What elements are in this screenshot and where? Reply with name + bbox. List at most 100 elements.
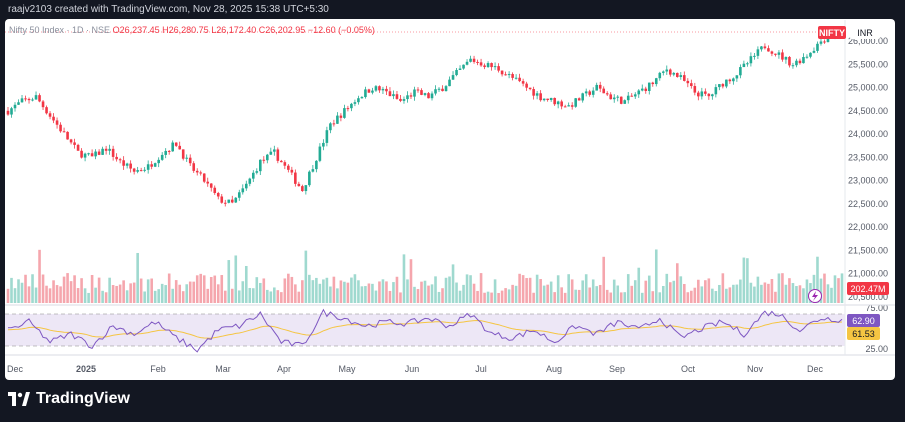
candle-body: [115, 156, 118, 160]
volume-bar: [251, 288, 255, 303]
candle-body: [591, 90, 595, 95]
volume-bar: [6, 288, 10, 303]
candle-body: [805, 56, 809, 58]
volume-bar: [346, 282, 350, 303]
candle-body: [574, 98, 577, 107]
price-tick-label: 24,000.00: [848, 129, 888, 139]
volume-bar: [122, 280, 125, 303]
volume-bar: [181, 291, 185, 303]
candle-body: [34, 95, 38, 100]
candle-body: [788, 56, 791, 66]
candle-body: [118, 159, 122, 161]
candle-body: [315, 160, 318, 170]
candle-body: [55, 120, 59, 125]
volume-bar: [483, 292, 486, 303]
volume-bar: [507, 289, 511, 303]
volume-bar: [816, 256, 819, 303]
volume-bar: [129, 283, 132, 303]
volume-bar: [511, 284, 514, 303]
ohlc-legend: Nifty 50 Index · 1D · NSE O26,237.45 H26…: [9, 25, 375, 35]
candle-body: [62, 131, 66, 133]
candle-body: [153, 163, 157, 167]
volume-bar: [192, 281, 196, 303]
candle-body: [406, 95, 409, 100]
candle-body: [812, 50, 816, 53]
candle-body: [654, 78, 658, 85]
volume-bar: [73, 275, 76, 303]
candle-body: [83, 153, 87, 158]
candle-body: [101, 148, 104, 155]
candle-body: [13, 104, 17, 109]
candle-body: [423, 93, 427, 95]
candle-body: [248, 178, 252, 184]
volume-layer: [6, 249, 844, 303]
volume-bar: [542, 285, 546, 303]
volume-bar: [609, 292, 613, 303]
candle-body: [325, 130, 329, 143]
volume-badge: 202.47M: [850, 284, 885, 294]
volume-bar: [199, 273, 203, 303]
candle-body: [290, 169, 294, 173]
candle-body: [665, 69, 669, 72]
volume-bar: [350, 277, 353, 303]
volume-bar: [230, 288, 234, 303]
volume-bar: [322, 279, 325, 303]
candle-body: [73, 142, 76, 145]
volume-bar: [760, 284, 763, 303]
volume-bar: [690, 290, 693, 303]
volume-bar: [34, 287, 38, 303]
volume-bar: [115, 285, 118, 303]
volume-bar: [374, 290, 378, 303]
candle-body: [139, 170, 143, 172]
candle-body: [17, 102, 20, 105]
candle-body: [69, 139, 73, 143]
volume-bar: [465, 274, 469, 303]
candle-body: [756, 49, 760, 56]
candle-body: [714, 87, 718, 95]
candle-body: [434, 89, 437, 94]
volume-bar: [767, 283, 770, 303]
volume-bar: [427, 285, 430, 303]
candle-body: [339, 115, 343, 118]
volume-bar: [329, 286, 332, 303]
candle-body: [441, 88, 444, 92]
candle-body: [469, 58, 472, 62]
volume-bar: [294, 284, 297, 303]
volume-bar: [756, 276, 760, 303]
price-tick-label: 21,500.00: [848, 245, 888, 255]
time-tick-label: Jul: [475, 364, 487, 374]
candle-body: [630, 95, 634, 97]
candle-body: [59, 124, 62, 132]
volume-bar: [837, 278, 840, 303]
volume-bar: [308, 274, 311, 303]
price-tick-label: 26,000.00: [848, 36, 888, 46]
volume-bar: [623, 292, 627, 303]
volume-bar: [360, 286, 364, 303]
candle-body: [725, 79, 728, 87]
candle-body: [609, 94, 613, 100]
volume-bar: [273, 287, 276, 303]
volume-bar: [497, 292, 500, 303]
volume-bar: [574, 289, 577, 303]
candle-body: [567, 105, 570, 107]
volume-bar: [479, 273, 483, 303]
volume-bar: [38, 249, 41, 303]
volume-bar: [676, 263, 679, 303]
tradingview-logo: TradingView: [8, 390, 130, 408]
volume-bar: [619, 292, 623, 303]
candle-body: [24, 98, 27, 100]
volume-bar: [248, 287, 252, 303]
candle-body: [749, 56, 753, 64]
volume-bar: [185, 284, 189, 303]
rsi-value-badge-bg: [847, 314, 880, 327]
candle-body: [199, 172, 203, 174]
candle-body: [223, 202, 227, 204]
candle-body: [220, 196, 224, 203]
candle-body: [48, 113, 52, 117]
volume-bar: [763, 282, 767, 303]
time-tick-label: Dec: [807, 364, 824, 374]
candle-body: [763, 46, 767, 49]
volume-bar: [577, 289, 581, 303]
volume-bar: [59, 286, 62, 303]
